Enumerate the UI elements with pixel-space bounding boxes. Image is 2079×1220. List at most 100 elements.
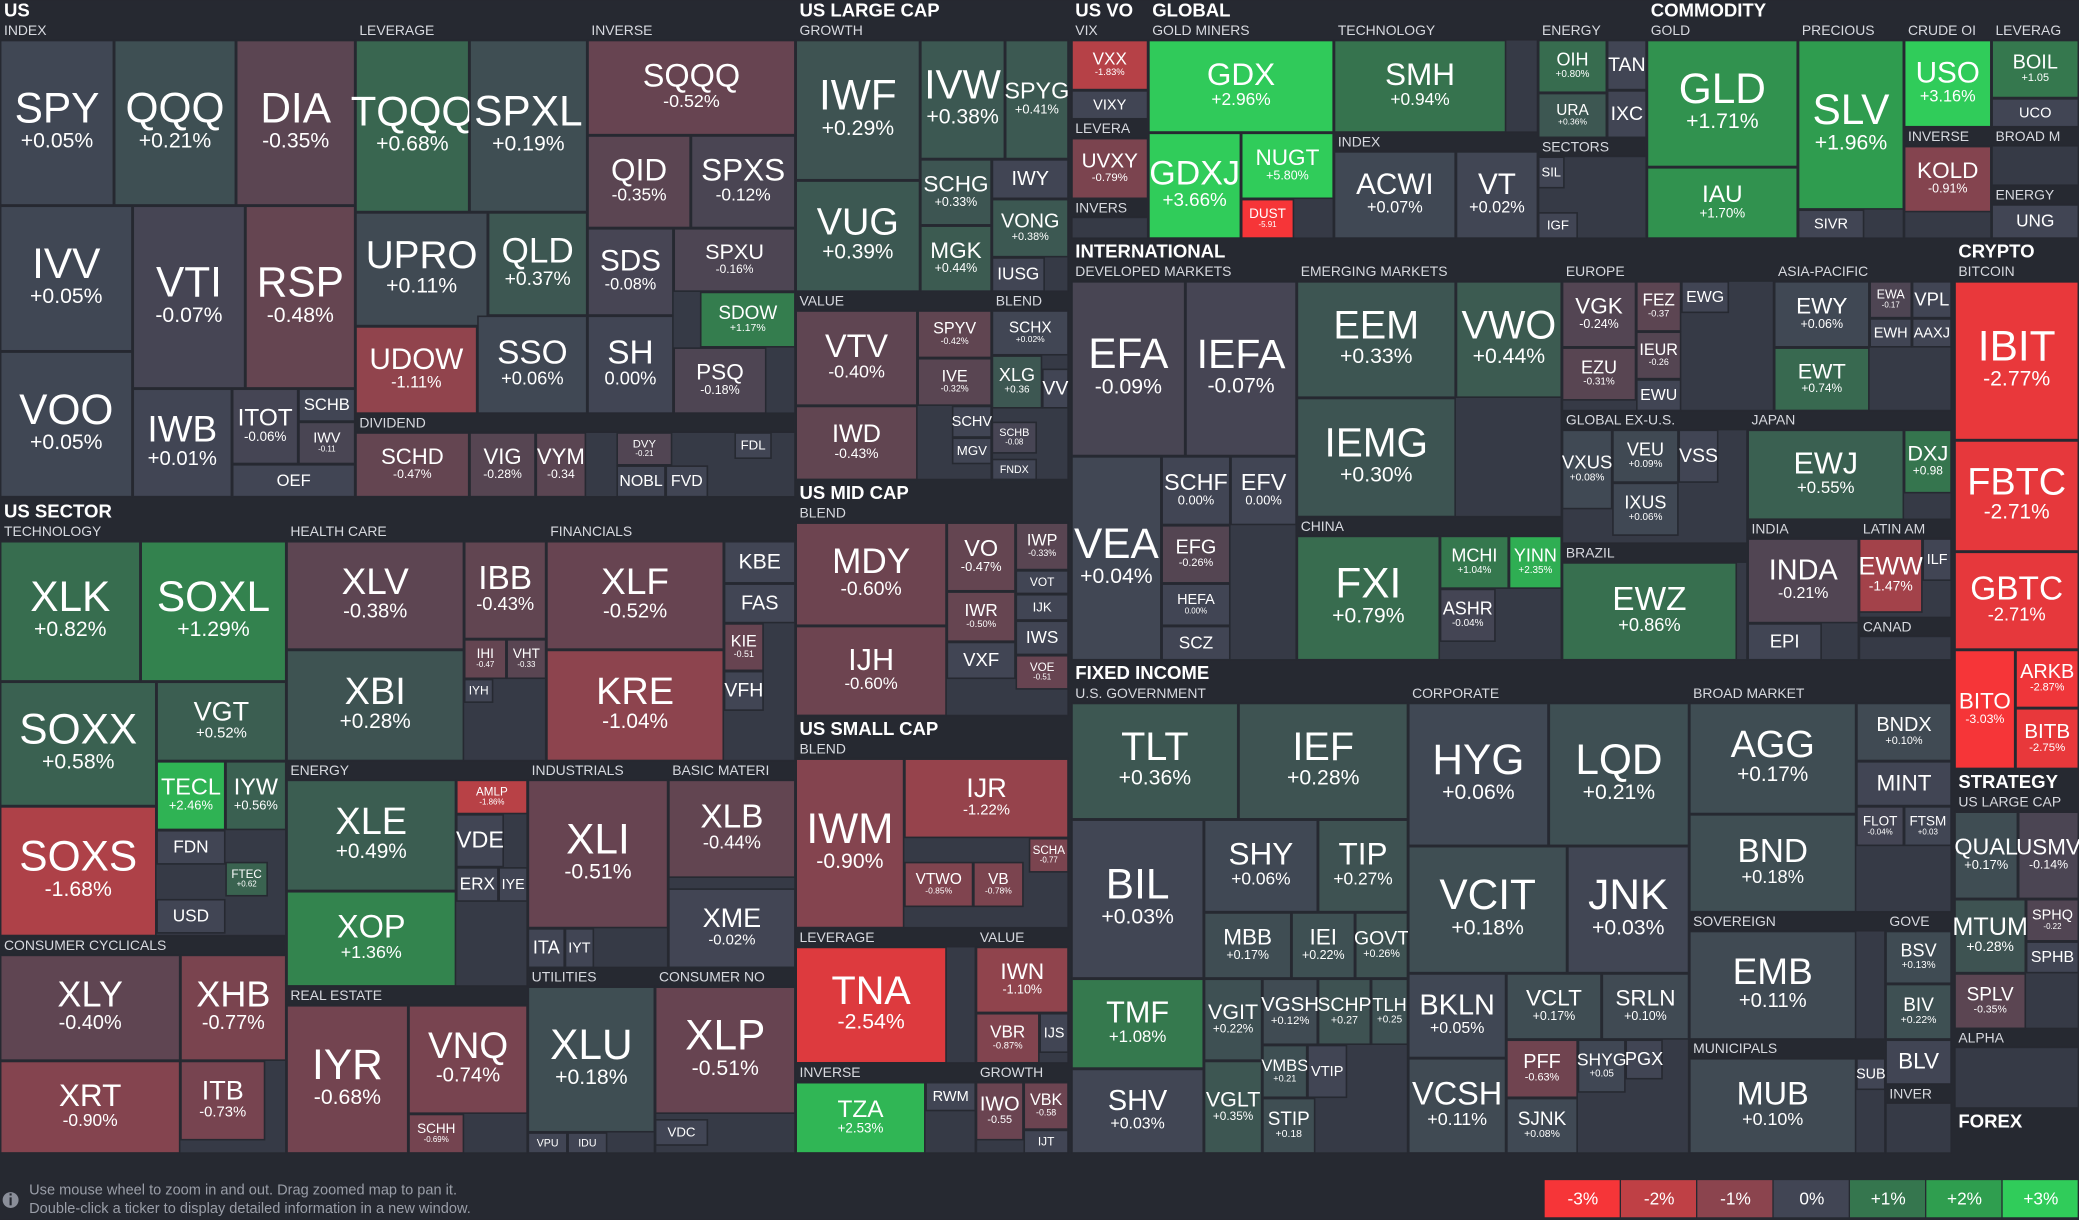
- ticker-symbol[interactable]: TZA: [837, 1096, 884, 1123]
- ticker-symbol[interactable]: UCO: [2019, 105, 2051, 121]
- ticker-tile[interactable]: [1407, 702, 1549, 847]
- ticker-tile[interactable]: [1317, 978, 1372, 1046]
- ticker-symbol[interactable]: UPRO: [366, 234, 478, 277]
- ticker-symbol[interactable]: SIL: [1542, 165, 1562, 180]
- ticker-tile[interactable]: [527, 986, 656, 1133]
- ticker-change[interactable]: -0.26: [1649, 357, 1669, 367]
- ticker-tile[interactable]: [355, 326, 478, 414]
- ticker-symbol[interactable]: QUAL: [1954, 833, 2018, 859]
- ticker-change[interactable]: +1.05: [2022, 72, 2049, 84]
- ticker-change[interactable]: -0.73%: [199, 1105, 246, 1121]
- ticker-change[interactable]: -0.43%: [834, 445, 878, 461]
- ticker-tile[interactable]: [668, 779, 796, 878]
- ticker-tile[interactable]: [1856, 1058, 1886, 1091]
- ticker-change[interactable]: +0.56%: [234, 798, 278, 813]
- ticker-tile[interactable]: [1856, 761, 1952, 807]
- ticker-symbol[interactable]: EEM: [1333, 303, 1419, 347]
- ticker-symbol[interactable]: IYH: [469, 684, 489, 698]
- ticker-symbol[interactable]: IJS: [1044, 1025, 1065, 1041]
- ticker-change[interactable]: +0.05%: [1430, 1020, 1484, 1037]
- ticker-symbol[interactable]: SJNK: [1518, 1109, 1567, 1130]
- ticker-tile[interactable]: [1606, 39, 1647, 91]
- ticker-change[interactable]: -0.34: [547, 467, 575, 481]
- ticker-symbol[interactable]: MGK: [930, 238, 981, 263]
- ticker-symbol[interactable]: SHV: [1108, 1085, 1168, 1117]
- ticker-symbol[interactable]: VTI: [156, 259, 222, 306]
- ticker-tile[interactable]: [920, 39, 1006, 160]
- ticker-change[interactable]: +0.03%: [1101, 906, 1174, 929]
- ticker-change[interactable]: +0.11%: [1427, 1109, 1487, 1129]
- ticker-symbol[interactable]: EWA: [1877, 288, 1906, 302]
- ticker-symbol[interactable]: VXUS: [1562, 452, 1613, 473]
- ticker-change[interactable]: +0.82%: [34, 618, 107, 641]
- ticker-tile[interactable]: [904, 758, 1069, 839]
- ticker-tile[interactable]: [1991, 204, 2079, 239]
- ticker-symbol[interactable]: VCLT: [1526, 986, 1582, 1011]
- ticker-symbol[interactable]: SOXS: [19, 833, 137, 880]
- ticker-tile[interactable]: [0, 205, 133, 352]
- ticker-symbol[interactable]: OEF: [277, 471, 311, 490]
- ticker-tile[interactable]: [180, 954, 287, 1061]
- ticker-change[interactable]: +0.37%: [505, 268, 571, 290]
- ticker-change[interactable]: +0.08%: [1570, 472, 1605, 483]
- ticker-change[interactable]: -0.48%: [267, 304, 334, 327]
- ticker-tile[interactable]: [1561, 562, 1738, 661]
- ticker-symbol[interactable]: IWP: [1027, 532, 1058, 550]
- ticker-change[interactable]: +0.18%: [1451, 916, 1524, 939]
- ticker-tile[interactable]: [156, 829, 226, 865]
- ticker-tile[interactable]: [1773, 281, 1870, 348]
- ticker-symbol[interactable]: VOT: [1030, 575, 1055, 589]
- ticker-change[interactable]: -2.71%: [1984, 501, 2050, 524]
- ticker-tile[interactable]: [1262, 978, 1319, 1046]
- ticker-change[interactable]: +0.29%: [822, 117, 895, 140]
- ticker-change[interactable]: -0.74%: [436, 1064, 500, 1086]
- ticker-tile[interactable]: [1911, 281, 1952, 319]
- ticker-symbol[interactable]: XBI: [345, 671, 406, 713]
- ticker-change[interactable]: -0.02%: [708, 932, 755, 948]
- ticker-symbol[interactable]: VCIT: [1439, 871, 1536, 918]
- ticker-symbol[interactable]: EWH: [1874, 325, 1908, 341]
- ticker-symbol[interactable]: AGG: [1731, 724, 1815, 766]
- ticker-tile[interactable]: [1307, 1044, 1348, 1099]
- ticker-change[interactable]: +0.21%: [1583, 781, 1656, 804]
- ticker-change[interactable]: +0.98: [1913, 463, 1944, 477]
- ticker-tile[interactable]: [463, 639, 507, 680]
- ticker-tile[interactable]: [1015, 522, 1069, 571]
- ticker-tile[interactable]: [1203, 912, 1292, 979]
- ticker-symbol[interactable]: IWV: [313, 430, 341, 446]
- ticker-symbol[interactable]: ITA: [533, 938, 561, 958]
- ticker-change[interactable]: -0.24%: [1579, 317, 1618, 331]
- ticker-symbol[interactable]: SLV: [1812, 86, 1890, 133]
- ticker-change[interactable]: -0.77: [1040, 856, 1059, 865]
- ticker-symbol[interactable]: IAU: [1702, 181, 1743, 208]
- ticker-tile[interactable]: [1869, 318, 1913, 348]
- ticker-change[interactable]: +0.06%: [501, 368, 564, 389]
- ticker-change[interactable]: -0.51%: [564, 861, 631, 884]
- ticker-change[interactable]: +0.05%: [21, 129, 94, 152]
- ticker-change[interactable]: -0.07%: [1207, 375, 1274, 398]
- ticker-tile[interactable]: [527, 928, 565, 969]
- ticker-tile[interactable]: [795, 310, 918, 406]
- ticker-symbol[interactable]: IEF: [1292, 725, 1354, 769]
- ticker-tile[interactable]: [286, 649, 465, 762]
- ticker-symbol[interactable]: ACWI: [1356, 168, 1434, 201]
- ticker-symbol[interactable]: STIP: [1268, 1109, 1310, 1130]
- ticker-symbol[interactable]: XLV: [342, 561, 409, 602]
- ticker-change[interactable]: +0.17%: [1737, 763, 1808, 786]
- ticker-change[interactable]: +0.39%: [822, 241, 893, 264]
- ticker-tile[interactable]: [1455, 151, 1539, 239]
- ticker-tile[interactable]: [1537, 92, 1608, 139]
- ticker-symbol[interactable]: EZU: [1581, 357, 1617, 377]
- ticker-change[interactable]: +0.05: [1589, 1069, 1613, 1080]
- ticker-symbol[interactable]: HEFA: [1177, 592, 1215, 608]
- ticker-tile[interactable]: [113, 39, 237, 206]
- ticker-symbol[interactable]: SPHB: [2031, 949, 2074, 966]
- ticker-symbol[interactable]: QLD: [502, 232, 574, 271]
- ticker-change[interactable]: +0.44%: [1473, 345, 1546, 368]
- ticker-tile[interactable]: [668, 888, 796, 969]
- ticker-tile[interactable]: [1856, 806, 1905, 847]
- ticker-change[interactable]: +0.28%: [340, 710, 411, 733]
- ticker-tile[interactable]: [925, 1081, 976, 1112]
- ticker-symbol[interactable]: KOLD: [1917, 158, 1978, 183]
- ticker-tile[interactable]: [2017, 811, 2079, 900]
